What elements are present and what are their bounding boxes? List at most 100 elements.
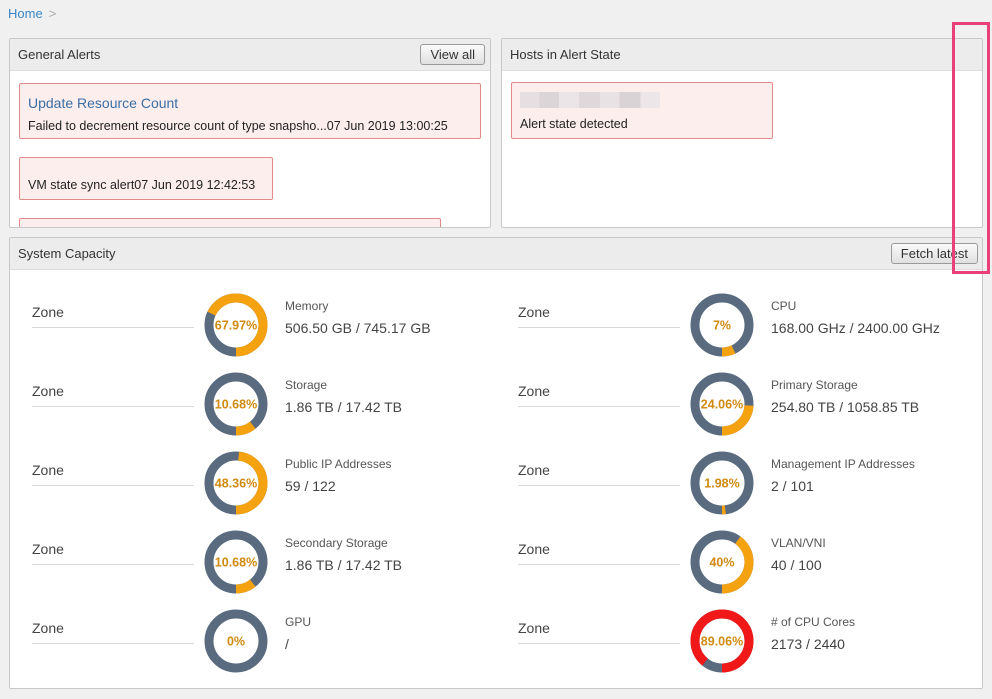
metric-name: Memory — [285, 299, 329, 313]
donut-percent-label: 67.97% — [215, 319, 257, 333]
zone-label: Zone — [32, 383, 64, 399]
donut-percent-label: 40% — [709, 556, 734, 570]
zone-divider — [518, 406, 680, 407]
metric-value: 506.50 GB / 745.17 GB — [285, 320, 431, 336]
hosts-alert-header: Hosts in Alert State — [502, 39, 982, 71]
zone-divider — [32, 564, 194, 565]
metric-name: Secondary Storage — [285, 536, 388, 550]
metric-name: Storage — [285, 378, 328, 392]
alert-item[interactable] — [19, 218, 441, 227]
alert-item[interactable]: VM state sync alert07 Jun 2019 12:42:53 — [19, 157, 273, 200]
zone-label: Zone — [32, 462, 64, 478]
zone-label: Zone — [32, 304, 64, 320]
zone-label: Zone — [32, 620, 64, 636]
hosts-alert-panel: Hosts in Alert State Alert state detecte… — [501, 38, 983, 228]
zone-label: Zone — [518, 304, 550, 320]
capacity-donut: 89.06% — [690, 609, 754, 673]
zone-label: Zone — [518, 383, 550, 399]
zone-divider — [32, 406, 194, 407]
metric-name: VLAN/VNI — [771, 536, 826, 550]
capacity-donut: 1.98% — [690, 451, 754, 515]
alert-item-title[interactable]: Update Resource Count — [28, 95, 179, 111]
metric-name: # of CPU Cores — [771, 615, 856, 629]
view-all-button[interactable]: View all — [420, 44, 485, 65]
donut-percent-label: 48.36% — [215, 477, 257, 491]
general-alerts-panel: General Alerts View all Update Resource … — [9, 38, 491, 228]
zone-divider — [518, 327, 680, 328]
metric-value: 59 / 122 — [285, 478, 336, 494]
zone-divider — [32, 643, 194, 644]
donut-usage-arc — [204, 293, 268, 357]
metric-value: 2 / 101 — [771, 478, 814, 494]
capacity-row: Zone 89.06% # of CPU Cores 2173 / 2440 — [518, 608, 958, 680]
donut-percent-label: 1.98% — [704, 477, 739, 491]
breadcrumb-home-link[interactable]: Home — [8, 6, 43, 21]
zone-label: Zone — [32, 541, 64, 557]
donut-usage-arc — [204, 372, 268, 436]
capacity-donut: 40% — [690, 530, 754, 594]
capacity-row: Zone 48.36% Public IP Addresses 59 / 122 — [32, 450, 472, 522]
capacity-donut: 48.36% — [204, 451, 268, 515]
alert-item-text: Failed to decrement resource count of ty… — [28, 119, 448, 133]
metric-name: GPU — [285, 615, 312, 629]
donut-usage-arc — [690, 609, 754, 673]
metric-value: 1.86 TB / 17.42 TB — [285, 399, 403, 415]
zone-divider — [32, 485, 194, 486]
metric-value: 168.00 GHz / 2400.00 GHz — [771, 320, 940, 336]
donut-usage-arc — [690, 293, 754, 357]
capacity-donut: 10.68% — [204, 530, 268, 594]
donut-usage-arc — [204, 451, 268, 515]
donut-percent-label: 10.68% — [215, 398, 257, 412]
capacity-donut: 7% — [690, 293, 754, 357]
metric-value: 254.80 TB / 1058.85 TB — [771, 399, 920, 415]
donut-track — [204, 609, 268, 673]
metric-name: CPU — [771, 299, 797, 313]
donut-usage-arc — [690, 530, 754, 594]
metric-name: Primary Storage — [771, 378, 858, 392]
system-capacity-panel: System Capacity Fetch latest Zone 67.97% M… — [9, 237, 983, 689]
capacity-donut: 24.06% — [690, 372, 754, 436]
capacity-donut: 0% — [204, 609, 268, 673]
zone-divider — [518, 564, 680, 565]
capacity-row: Zone 0% GPU / — [32, 608, 472, 680]
metric-name: Public IP Addresses — [285, 457, 392, 471]
zone-label: Zone — [518, 462, 550, 478]
metric-name: Management IP Addresses — [771, 457, 915, 471]
metric-value: 40 / 100 — [771, 557, 822, 573]
capacity-row: Zone 10.68% Storage 1.86 TB / 17.42 TB — [32, 371, 472, 443]
capacity-donut: 67.97% — [204, 293, 268, 357]
capacity-donut: 10.68% — [204, 372, 268, 436]
zone-label: Zone — [518, 541, 550, 557]
host-alert-text: Alert state detected — [520, 117, 628, 131]
zone-divider — [32, 327, 194, 328]
donut-percent-label: 89.06% — [701, 635, 743, 649]
donut-percent-label: 0% — [227, 635, 245, 649]
system-capacity-header: System Capacity Fetch latest — [10, 238, 982, 270]
donut-percent-label: 10.68% — [215, 556, 257, 570]
host-alert-item[interactable]: Alert state detected — [511, 82, 773, 139]
zone-label: Zone — [518, 620, 550, 636]
capacity-row: Zone 24.06% Primary Storage 254.80 TB / 105… — [518, 371, 958, 443]
metric-value: 2173 / 2440 — [771, 636, 845, 652]
fetch-latest-button[interactable]: Fetch latest — [890, 243, 978, 264]
system-capacity-title: System Capacity — [18, 246, 116, 261]
alert-item[interactable]: Update Resource Count Failed to decremen… — [19, 83, 481, 139]
capacity-row: Zone 10.68% Secondary Storage 1.86 TB / 17.… — [32, 529, 472, 601]
zone-divider — [518, 643, 680, 644]
general-alerts-header: General Alerts View all — [10, 39, 490, 71]
capacity-row: Zone 67.97% Memory 506.50 GB / 745.17 GB — [32, 292, 472, 364]
donut-percent-label: 7% — [713, 319, 731, 333]
host-name-redacted — [520, 92, 660, 108]
capacity-row: Zone 1.98% Management IP Addresses 2 / 101 — [518, 450, 958, 522]
metric-value: 1.86 TB / 17.42 TB — [285, 557, 403, 573]
donut-usage-arc — [690, 451, 754, 515]
capacity-row: Zone 7% CPU 168.00 GHz / 2400.00 GHz — [518, 292, 958, 364]
metric-value: / — [285, 636, 289, 652]
capacity-row: Zone 40% VLAN/VNI 40 / 100 — [518, 529, 958, 601]
donut-usage-arc — [690, 372, 754, 436]
breadcrumb-separator: > — [48, 6, 57, 21]
breadcrumb: Home > — [8, 6, 56, 21]
donut-percent-label: 24.06% — [701, 398, 743, 412]
alert-item-text: VM state sync alert07 Jun 2019 12:42:53 — [28, 178, 256, 192]
donut-usage-arc — [204, 530, 268, 594]
